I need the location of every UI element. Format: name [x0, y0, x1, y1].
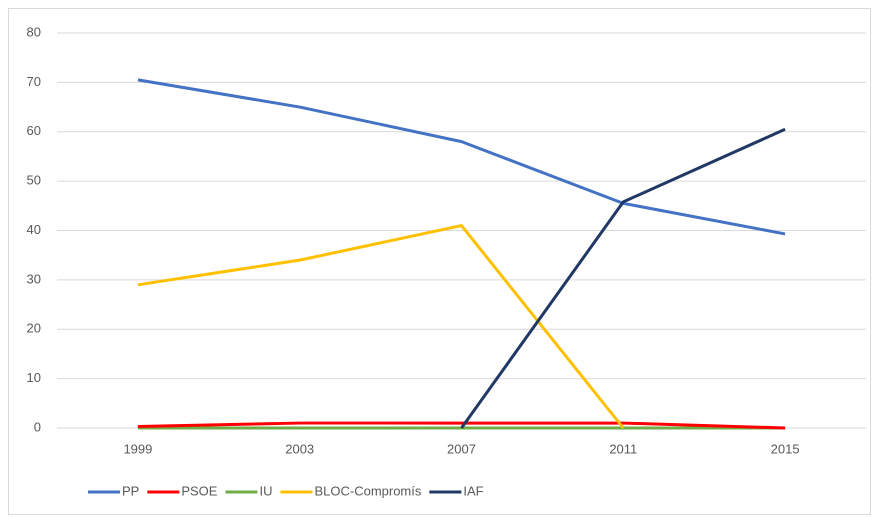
chart-frame	[8, 8, 871, 515]
x-tick-label: 2011	[609, 441, 637, 456]
series-line	[460, 127, 786, 429]
legend-label: PP	[122, 483, 139, 498]
series-line	[137, 224, 625, 429]
y-tick-label: 0	[34, 419, 41, 434]
x-tick-label: 1999	[123, 441, 152, 456]
legend-label: PSOE	[181, 483, 217, 498]
y-tick-label: 10	[27, 370, 41, 385]
legend-label: BLOC-Compromís	[314, 483, 421, 498]
x-tick-label: 2015	[771, 441, 800, 456]
legend-label: IU	[259, 483, 272, 498]
x-tick-label: 2007	[447, 441, 476, 456]
y-tick-label: 30	[27, 271, 41, 286]
legend-label: IAF	[463, 483, 483, 498]
y-tick-label: 70	[27, 74, 41, 89]
x-tick-label: 2003	[285, 441, 314, 456]
y-tick-label: 20	[27, 321, 41, 336]
y-tick-label: 40	[27, 222, 41, 237]
y-tick-label: 60	[27, 123, 41, 138]
series-line	[137, 78, 786, 236]
y-tick-label: 50	[27, 173, 41, 188]
y-tick-label: 80	[27, 24, 41, 39]
series-line	[137, 421, 786, 430]
